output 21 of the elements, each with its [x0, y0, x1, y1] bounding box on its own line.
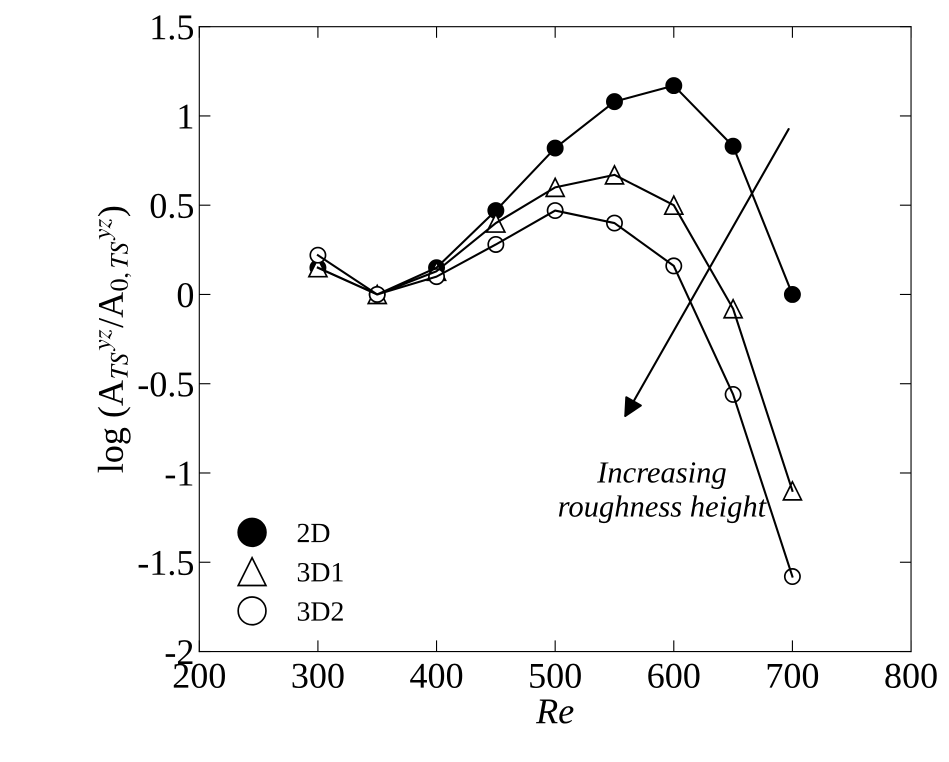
x-tick-label: 200 [174, 664, 225, 688]
y-tick-label: 0.5 [150, 194, 194, 218]
x-tick-label: 600 [648, 664, 700, 688]
y-tick-label: -1 [166, 462, 192, 486]
legend-label: 3D2 [298, 602, 343, 621]
y-tick-label: -0.5 [138, 372, 194, 397]
annotation: Increasing roughness height [558, 462, 767, 524]
x-axis-title: Re [536, 700, 574, 724]
x-tick-label: 400 [410, 664, 462, 688]
y-tick-label: -2 [166, 640, 192, 664]
y-tick-label: -1.5 [138, 550, 194, 576]
x-tick-label: 500 [530, 664, 581, 688]
y-axis-title: log (A$_{TS}$$^{yz}$/A$_{0,TS}$$^{yz}$) [98, 206, 132, 473]
x-tick-label: 800 [885, 664, 937, 688]
legend-label: 2D [298, 524, 330, 542]
legend-label: 3D1 [298, 562, 343, 582]
x-tick-label: 700 [768, 664, 818, 688]
y-tick-label: 0 [178, 282, 194, 308]
x-tick-label: 300 [292, 664, 344, 688]
y-tick-label: 1.5 [152, 15, 194, 40]
y-tick-label: 1 [180, 104, 192, 128]
